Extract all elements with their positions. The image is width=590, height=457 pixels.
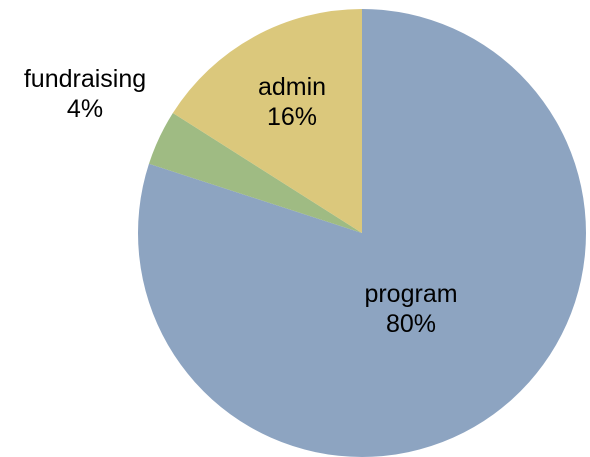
slice-value-admin: 16% bbox=[267, 103, 317, 131]
pie-slice-program bbox=[137, 9, 586, 457]
slice-value-fundraising: 4% bbox=[67, 95, 103, 123]
pie-slices bbox=[137, 8, 586, 457]
slice-label-fundraising: fundraising bbox=[24, 65, 146, 93]
slice-label-program: program bbox=[364, 280, 457, 308]
pie-slice-admin bbox=[172, 8, 362, 233]
slice-value-program: 80% bbox=[386, 310, 436, 338]
slice-label-admin: admin bbox=[258, 73, 326, 101]
pie-slice-fundraising bbox=[148, 112, 362, 233]
